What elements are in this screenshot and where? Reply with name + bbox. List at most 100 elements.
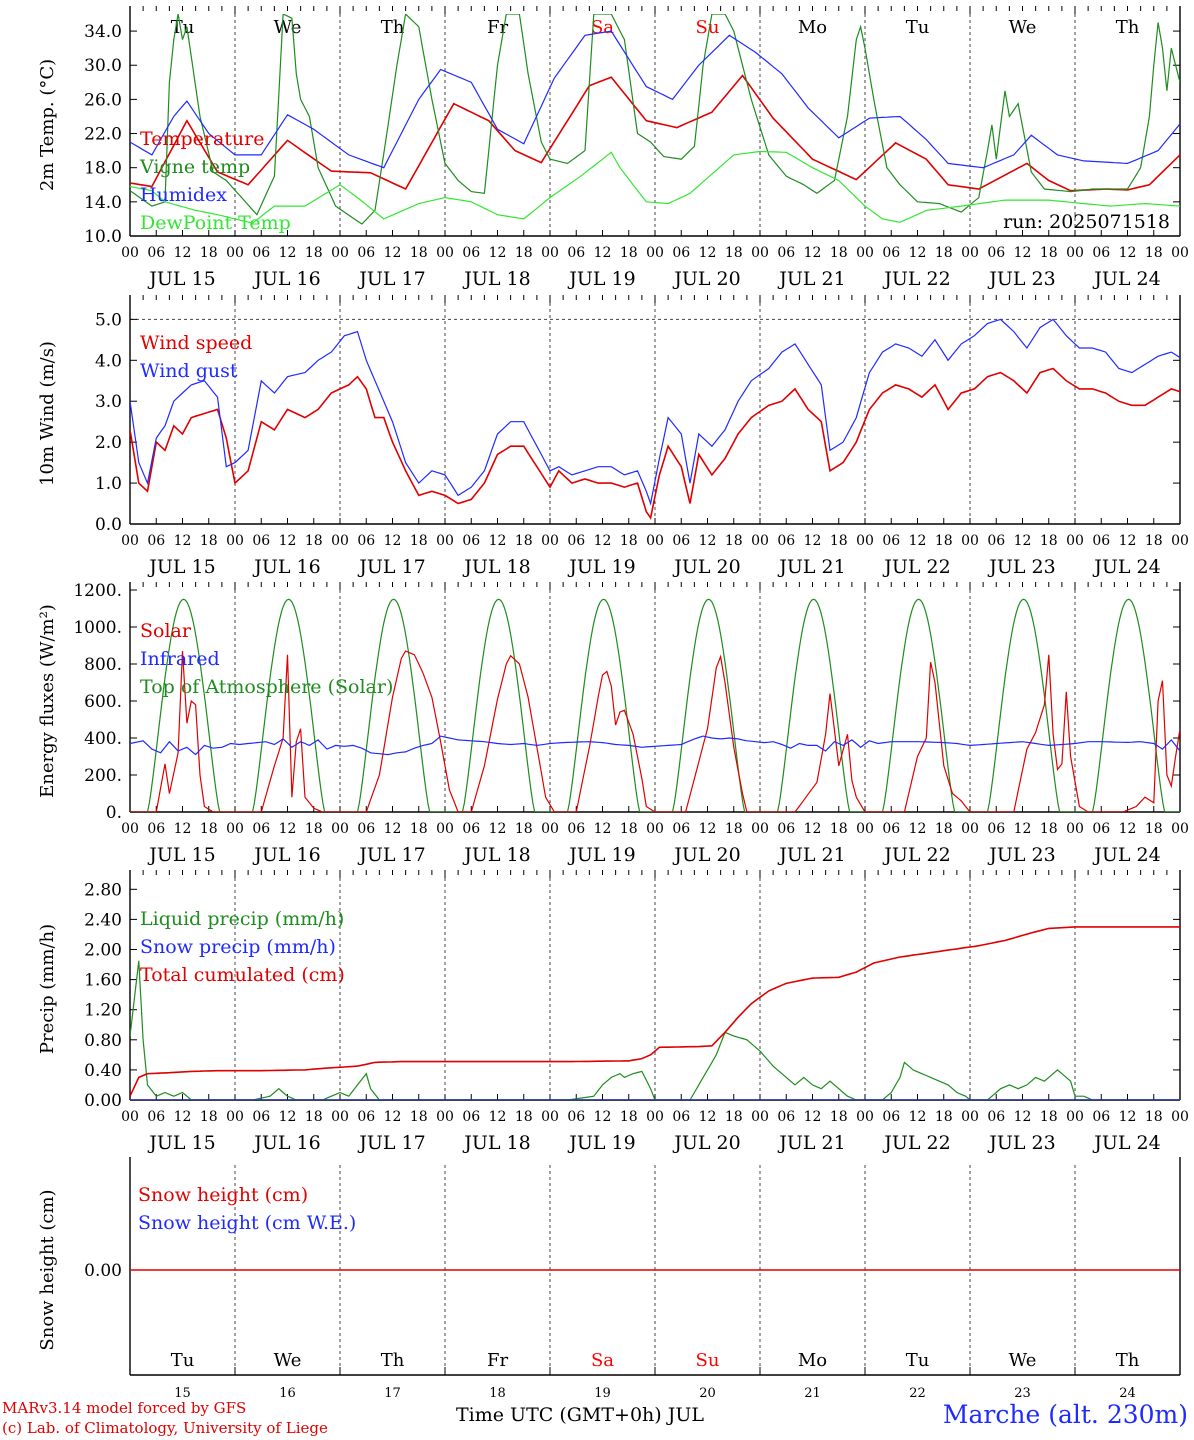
hour-tick-label: 06 xyxy=(882,245,900,261)
hour-tick-label: 06 xyxy=(567,533,585,549)
hour-tick-label: 12 xyxy=(174,821,192,837)
y-tick-label: 0.80 xyxy=(84,1031,122,1051)
hour-tick-label: 12 xyxy=(699,821,717,837)
hour-tick-label: 18 xyxy=(620,1109,638,1125)
hour-tick-label: 00 xyxy=(961,1109,979,1125)
date-label: JUL 18 xyxy=(462,1132,530,1154)
hour-tick-label: 06 xyxy=(777,821,795,837)
legend-entry: Liquid precip (mm/h) xyxy=(140,908,344,930)
hour-tick-label: 06 xyxy=(1092,533,1110,549)
hour-tick-label: 18 xyxy=(1040,245,1058,261)
hour-tick-label: 12 xyxy=(489,245,507,261)
day-number-label: 20 xyxy=(699,1386,716,1401)
hour-tick-label: 18 xyxy=(515,245,533,261)
hour-tick-label: 06 xyxy=(462,245,480,261)
y-tick-label: 1.0 xyxy=(95,474,122,494)
hour-tick-label: 00 xyxy=(751,245,769,261)
hour-tick-label: 12 xyxy=(279,821,297,837)
legend-entry: Humidex xyxy=(140,184,227,206)
hour-tick-label: 06 xyxy=(252,533,270,549)
hour-tick-label: 12 xyxy=(699,1109,717,1125)
series-line-vigne-temp xyxy=(130,14,1180,225)
hour-tick-label: 18 xyxy=(410,533,428,549)
hour-tick-label: 18 xyxy=(305,821,323,837)
hour-tick-label: 12 xyxy=(279,245,297,261)
hour-tick-label: 00 xyxy=(331,821,349,837)
date-label: JUL 24 xyxy=(1092,556,1160,578)
hour-tick-label: 18 xyxy=(725,1109,743,1125)
hour-tick-label: 06 xyxy=(462,533,480,549)
y-tick-label: 1.20 xyxy=(84,1001,122,1021)
hour-tick-label: 18 xyxy=(305,533,323,549)
day-number-label: 17 xyxy=(384,1386,401,1401)
y-tick-label: 2.00 xyxy=(84,940,122,960)
y-tick-label: 22.0 xyxy=(84,125,122,145)
day-number-label: 18 xyxy=(489,1386,506,1401)
hour-tick-label: 00 xyxy=(1066,245,1084,261)
hour-tick-label: 12 xyxy=(489,821,507,837)
legend-entry: Top of Atmosphere (Solar) xyxy=(140,676,393,698)
hour-tick-label: 00 xyxy=(856,1109,874,1125)
hour-tick-label: 00 xyxy=(436,533,454,549)
day-number-label: 19 xyxy=(594,1386,611,1401)
hour-tick-label: 18 xyxy=(725,245,743,261)
date-label: JUL 23 xyxy=(987,844,1055,866)
date-label: JUL 16 xyxy=(252,268,320,290)
hour-tick-label: 18 xyxy=(830,821,848,837)
day-number-label: 22 xyxy=(909,1386,926,1401)
hour-tick-label: 12 xyxy=(804,1109,822,1125)
hour-tick-label: 00 xyxy=(541,1109,559,1125)
legend-entry: Wind speed xyxy=(140,332,252,354)
series-line-solar xyxy=(130,650,1180,812)
hour-tick-label: 06 xyxy=(987,245,1005,261)
hour-tick-label: 06 xyxy=(357,533,375,549)
hour-tick-label: 00 xyxy=(961,245,979,261)
hour-tick-label: 18 xyxy=(620,245,638,261)
hour-tick-label: 06 xyxy=(672,245,690,261)
hour-tick-label: 00 xyxy=(541,245,559,261)
hour-tick-label: 06 xyxy=(357,821,375,837)
y-tick-label: 26.0 xyxy=(84,90,122,110)
date-label: JUL 22 xyxy=(882,268,950,290)
hour-tick-label: 00 xyxy=(226,533,244,549)
panel-4: 00 06 12 18 00 06 12 18 00 06 12 18 00 06 12 18 00 06 12 18… xyxy=(37,870,1189,1154)
date-label: JUL 15 xyxy=(147,556,215,578)
day-name-label: Th xyxy=(381,17,405,38)
hour-tick-label: 00 xyxy=(331,245,349,261)
hour-tick-label: 06 xyxy=(882,533,900,549)
hour-tick-label: 00 xyxy=(226,821,244,837)
hour-tick-label: 00 xyxy=(751,821,769,837)
date-label: JUL 20 xyxy=(672,268,740,290)
day-name-label: Mo xyxy=(798,1350,827,1371)
hour-tick-label: 18 xyxy=(515,821,533,837)
model-credit: MARv3.14 model forced by GFS xyxy=(2,1399,247,1417)
hour-tick-label: 18 xyxy=(935,245,953,261)
hour-tick-label: 18 xyxy=(620,821,638,837)
hour-tick-label: 00 xyxy=(646,245,664,261)
day-name-label: Tu xyxy=(906,17,930,38)
hour-tick-label: 00 xyxy=(1171,245,1189,261)
day-name-label: We xyxy=(1009,17,1037,38)
hour-tick-label: 12 xyxy=(1014,821,1032,837)
hour-tick-label: 06 xyxy=(252,245,270,261)
day-name-label: We xyxy=(274,1350,302,1371)
hour-tick-label: 00 xyxy=(646,821,664,837)
hour-tick-label: 00 xyxy=(1066,533,1084,549)
hour-tick-label: 12 xyxy=(279,533,297,549)
hour-tick-label: 18 xyxy=(1040,821,1058,837)
day-name-label: We xyxy=(274,17,302,38)
day-number-label: 24 xyxy=(1119,1386,1136,1401)
day-number-label: 23 xyxy=(1014,1386,1031,1401)
hour-tick-label: 18 xyxy=(410,821,428,837)
hour-tick-label: 00 xyxy=(331,1109,349,1125)
y-axis-label: 10m Wind (m/s) xyxy=(37,341,58,486)
hour-tick-label: 00 xyxy=(1171,533,1189,549)
hour-tick-label: 06 xyxy=(462,1109,480,1125)
date-label: JUL 22 xyxy=(882,556,950,578)
hour-tick-label: 18 xyxy=(410,1109,428,1125)
hour-tick-label: 12 xyxy=(384,245,402,261)
panel-1: 00 06 12 18 00 06 12 18 00 06 12 18 00 06 12 18 00 06 12 18… xyxy=(37,6,1189,290)
plot-area xyxy=(130,14,1180,225)
hour-tick-label: 18 xyxy=(830,245,848,261)
y-tick-label: 2.80 xyxy=(84,880,122,900)
